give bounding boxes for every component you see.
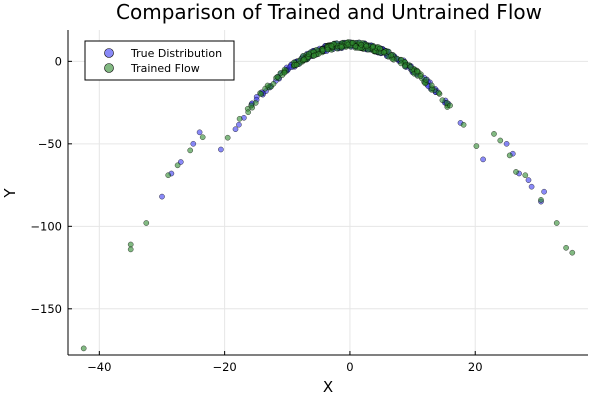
- y-tick-label: 0: [55, 54, 62, 68]
- scatter-point: [127, 246, 134, 253]
- scatter-point: [435, 89, 442, 96]
- legend-box: [84, 40, 235, 81]
- legend: True Distribution Trained Flow: [84, 40, 235, 81]
- scatter-point: [349, 39, 356, 46]
- scatter-point: [473, 143, 480, 149]
- scatter-point: [423, 76, 429, 83]
- scatter-point: [563, 244, 569, 251]
- scatter-point: [491, 131, 497, 137]
- scatter-point: [159, 193, 165, 200]
- scatter-point: [324, 46, 331, 53]
- scatter-point: [388, 52, 394, 59]
- scatter-point: [190, 140, 197, 147]
- scatter-point: [218, 146, 224, 153]
- scatter-point: [245, 109, 252, 116]
- scatter-point: [274, 74, 281, 80]
- scatter-point: [428, 82, 435, 89]
- axes: [67, 30, 588, 356]
- scatter-point: [439, 97, 446, 104]
- scatter-point: [513, 169, 519, 175]
- scatter-point: [293, 61, 300, 68]
- x-axis-label: X: [323, 378, 333, 396]
- scatter-point: [447, 102, 453, 109]
- legend-label-true-distribution: True Distribution: [130, 47, 222, 60]
- scatter-point: [525, 177, 532, 183]
- x-tick-label: 0: [346, 360, 353, 374]
- tick-labels: −40 −20 0 20 0 −50 −100 −150: [30, 54, 482, 374]
- legend-marker-trained-flow: [104, 63, 114, 73]
- scatter-point: [236, 115, 243, 122]
- chart-title: Comparison of Trained and Untrained Flow: [116, 0, 542, 24]
- scatter-point: [553, 220, 560, 226]
- x-tick-label: −40: [87, 360, 111, 374]
- y-tick-label: −150: [30, 302, 62, 316]
- scatter-point: [165, 172, 172, 179]
- scatter-point: [252, 100, 259, 106]
- scatter-point: [80, 345, 87, 352]
- scatter-point: [143, 220, 150, 226]
- x-tick-label: 20: [468, 360, 483, 374]
- scatter-point: [305, 51, 312, 57]
- scatter-point: [541, 188, 547, 195]
- series-trained-flow: [80, 39, 576, 352]
- legend-marker-true-distribution: [104, 48, 114, 58]
- scatter-point: [407, 64, 414, 70]
- scatter-point: [258, 91, 264, 97]
- scatter-point: [196, 129, 203, 136]
- scatter-point: [358, 41, 365, 48]
- scatter-point: [311, 52, 317, 59]
- grid: [68, 30, 588, 355]
- scatter-point: [281, 69, 288, 76]
- scatter-point: [522, 172, 529, 179]
- scatter-point: [503, 140, 510, 147]
- y-axis-label: Y: [1, 188, 19, 199]
- scatter-point: [401, 63, 408, 70]
- scatter-point: [248, 102, 255, 109]
- scatter-point: [363, 43, 370, 50]
- scatter-point: [270, 80, 277, 87]
- scatter-point: [232, 126, 239, 133]
- y-tick-label: −50: [38, 137, 62, 151]
- scatter-point: [381, 49, 387, 56]
- scatter-point: [506, 152, 513, 159]
- scatter-point: [127, 241, 134, 248]
- scatter-point: [187, 147, 194, 154]
- scatter-point: [460, 121, 467, 128]
- scatter-point: [199, 134, 206, 141]
- scatter-point: [497, 137, 504, 144]
- scatter-point: [569, 249, 576, 256]
- plot-points: [80, 39, 576, 352]
- scatter-point: [264, 82, 271, 89]
- scatter-point: [377, 45, 383, 52]
- scatter-point: [174, 162, 181, 169]
- scatter-point: [528, 183, 535, 190]
- scatter-point: [301, 56, 307, 63]
- scatter-point: [370, 44, 376, 50]
- y-tick-label: −100: [30, 219, 62, 233]
- scatter-point: [319, 47, 326, 54]
- scatter-point: [338, 44, 345, 50]
- scatter-point: [236, 121, 242, 128]
- scatter-point: [224, 134, 231, 141]
- scatter-point: [480, 156, 486, 163]
- legend-label-trained-flow: Trained Flow: [130, 62, 200, 75]
- x-tick-label: −20: [212, 360, 236, 374]
- scatter-point: [417, 73, 424, 79]
- scatter-point: [538, 197, 544, 203]
- scatter-point: [414, 68, 421, 75]
- scatter-point: [328, 43, 335, 49]
